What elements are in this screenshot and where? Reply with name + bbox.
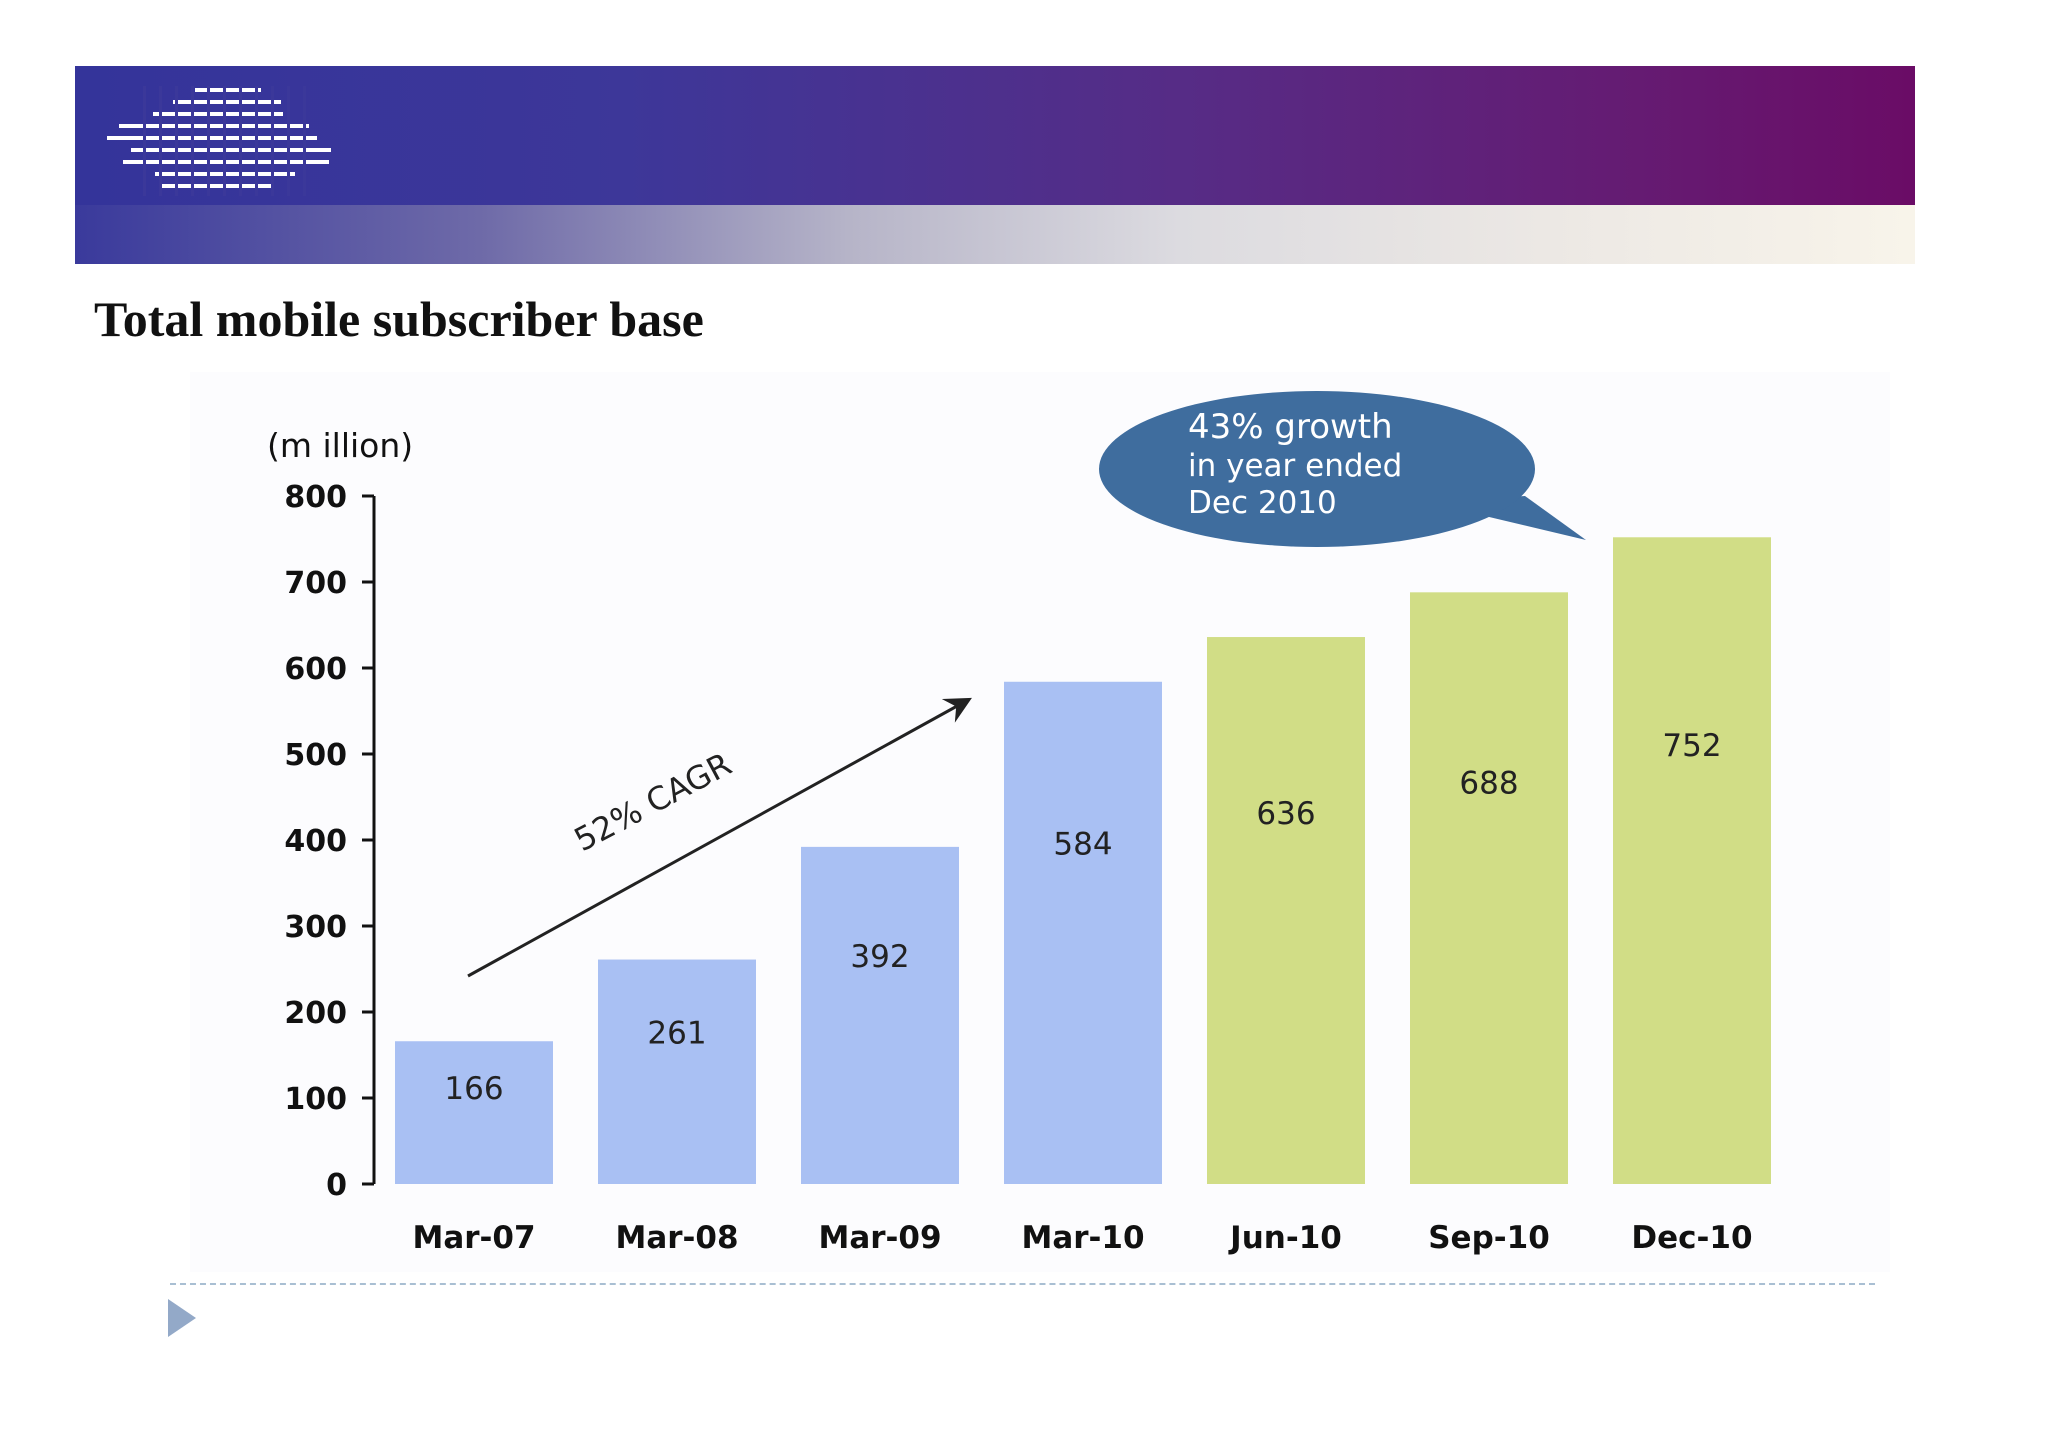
callout-bubble [1099, 391, 1535, 547]
x-tick-label: Mar-08 [615, 1220, 738, 1256]
bar-value-label: 752 [1662, 728, 1721, 764]
y-tick-label: 0 [326, 1168, 347, 1203]
bar-value-label: 166 [444, 1071, 503, 1107]
company-logo [107, 86, 331, 196]
bar-value-label: 261 [647, 1015, 706, 1051]
bar-value-label: 636 [1256, 796, 1315, 832]
y-tick-label: 100 [284, 1082, 347, 1117]
x-tick-label: Mar-09 [818, 1220, 941, 1256]
bar-value-label: 584 [1053, 826, 1112, 862]
x-tick-label: Dec-10 [1631, 1220, 1752, 1256]
bar-dec-10 [1613, 537, 1771, 1184]
bar-chart: (m illion) 0 100 200 300 400 500 600 700 800 166 Ma… [267, 391, 1771, 1256]
cagr-arrow [467, 697, 972, 978]
y-tick-label: 700 [284, 566, 347, 601]
y-axis-unit-label: (m illion) [267, 426, 413, 465]
bar-value-label: 688 [1459, 766, 1518, 802]
chart-area: (m illion) 0 100 200 300 400 500 600 700 800 166 Ma… [190, 372, 1890, 1272]
dashed-divider [170, 1283, 1875, 1285]
callout-text-line: 43% growth [1188, 407, 1393, 447]
callout-text-line: in year ended [1188, 448, 1402, 484]
y-tick-label: 800 [284, 480, 347, 515]
x-tick-label: Sep-10 [1428, 1220, 1550, 1256]
y-tick-label: 400 [284, 824, 347, 859]
callout-text-line: Dec 2010 [1188, 485, 1337, 521]
bar-jun-10 [1207, 637, 1365, 1184]
y-tick-label: 500 [284, 738, 347, 773]
x-tick-label: Mar-10 [1021, 1220, 1144, 1256]
y-tick-label: 300 [284, 910, 347, 945]
x-tick-label: Mar-07 [412, 1220, 535, 1256]
bar-mar-10 [1004, 681, 1162, 1184]
bar-mar-09 [801, 846, 959, 1184]
page-title: Total mobile subscriber base [94, 291, 704, 347]
x-tick-label: Jun-10 [1228, 1220, 1342, 1256]
bar-mar-08 [598, 959, 756, 1184]
bar-value-label: 392 [850, 939, 909, 975]
bar-sep-10 [1410, 592, 1568, 1184]
bar-mar-07 [395, 1041, 553, 1184]
y-tick-label: 200 [284, 996, 347, 1031]
header-banner-top [75, 66, 1915, 205]
bullet-triangle-icon [168, 1299, 196, 1337]
y-tick-label: 600 [284, 652, 347, 687]
header-banner [75, 66, 1915, 264]
header-banner-gradient-strip [75, 205, 1915, 264]
